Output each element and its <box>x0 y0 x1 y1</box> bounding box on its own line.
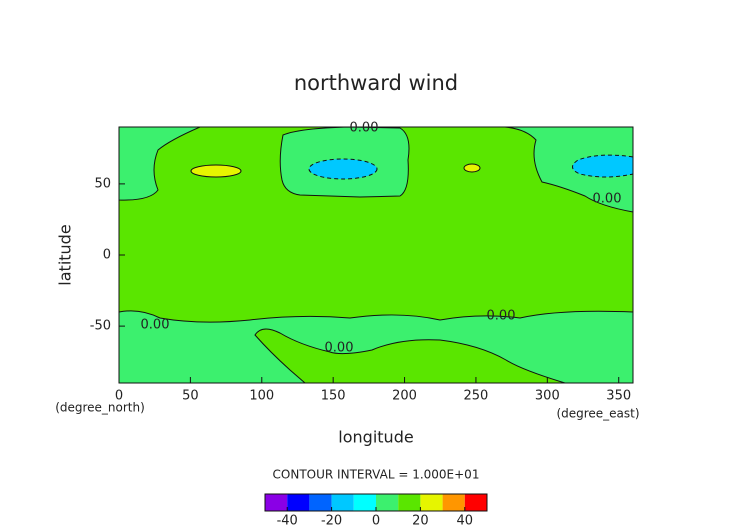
y-tick-label: 0 <box>103 248 111 263</box>
contour-interval: CONTOUR INTERVAL = 1.000E+01 <box>273 468 480 482</box>
plot-area <box>118 126 634 384</box>
contour-label: 0.00 <box>487 309 516 324</box>
x-axis-label: longitude <box>338 428 413 447</box>
colorbar-box <box>420 494 443 511</box>
chart-title: northward wind <box>294 71 458 95</box>
x-tick-label: 0 <box>115 389 123 404</box>
y-axis-label: latitude <box>56 224 75 285</box>
colorbar-tick-label: 40 <box>457 514 474 529</box>
y-unit: (degree_north) <box>55 401 145 415</box>
colorbar-box <box>309 494 332 511</box>
colorbar-box <box>376 494 399 511</box>
contour-label: 0.00 <box>141 318 170 333</box>
x-tick-label: 200 <box>392 389 417 404</box>
colorbar-box <box>331 494 354 511</box>
x-tick-label: 300 <box>535 389 560 404</box>
colorbar-tick-label: -40 <box>277 514 298 529</box>
x-tick-label: 100 <box>249 389 274 404</box>
colorbar-tick-label: 20 <box>412 514 429 529</box>
colorbar-tick-label: -20 <box>321 514 342 529</box>
contour-label: 0.00 <box>593 192 622 207</box>
colorbar-box <box>442 494 465 511</box>
field-region <box>308 158 378 180</box>
field-region <box>463 163 481 173</box>
x-tick-label: 50 <box>182 389 199 404</box>
y-tick-label: 50 <box>94 176 111 191</box>
field-region <box>190 164 242 178</box>
x-tick-label: 250 <box>464 389 489 404</box>
field-region <box>118 126 201 201</box>
x-tick-label: 350 <box>606 389 631 404</box>
contour-label: 0.00 <box>350 121 379 136</box>
colorbar-tick-label: 0 <box>372 514 380 529</box>
contour-label: 0.00 <box>325 341 354 356</box>
colorbar-box <box>398 494 421 511</box>
x-tick-label: 150 <box>321 389 346 404</box>
y-tick-label: -50 <box>90 319 111 334</box>
field-region <box>504 126 634 213</box>
colorbar-box <box>464 494 487 511</box>
colorbar-box <box>265 494 288 511</box>
x-unit: (degree_east) <box>556 407 639 421</box>
field-region <box>572 154 634 178</box>
colorbar-box <box>287 494 310 511</box>
colorbar-box <box>353 494 376 511</box>
